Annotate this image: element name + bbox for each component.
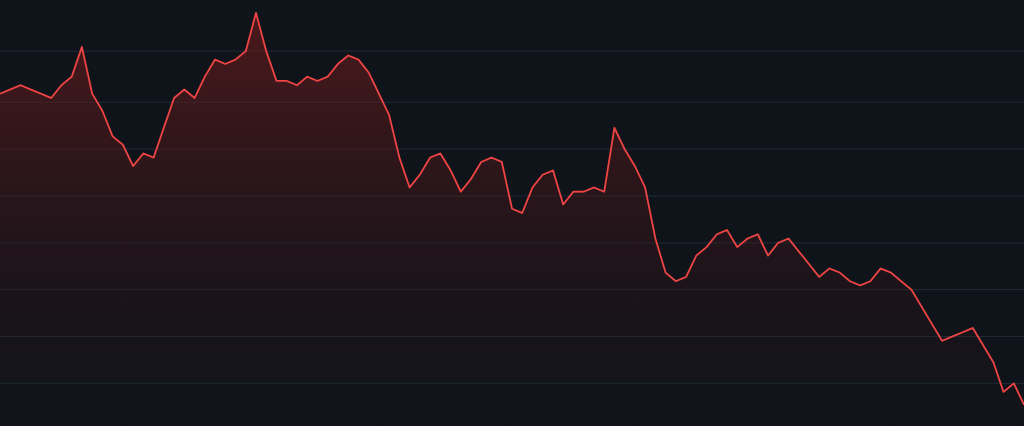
series-area-fill [0, 12, 1024, 426]
series-line [0, 11, 1024, 406]
